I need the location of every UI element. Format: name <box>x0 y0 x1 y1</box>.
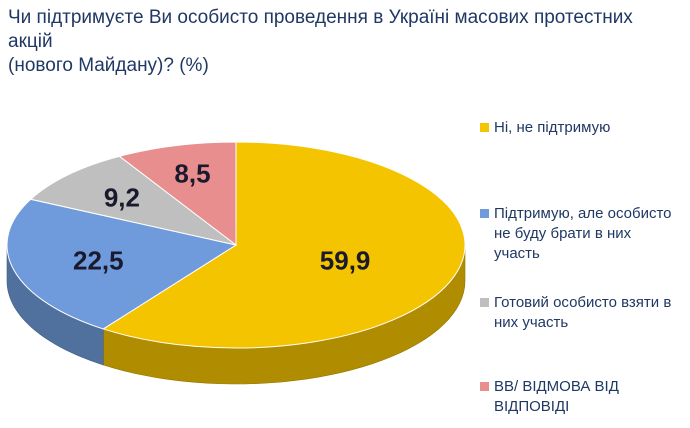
legend-label-dk-refusal-2: ВІДПОВІДІ <box>494 398 570 415</box>
legend-swatch-support-not-participate <box>480 209 489 218</box>
pie-slice-ready-to-participate <box>29 155 237 246</box>
legend-label-support-not-participate-1: Підтримую, але особисто <box>494 205 672 222</box>
legend-swatch-ready-to-participate <box>480 298 489 307</box>
legend-label-dk-refusal-1: ВВ/ ВІДМОВА ВІД <box>494 378 619 395</box>
pie-slice-support-not-participate <box>6 198 238 330</box>
legend-item-ready-to-participate: Готовий особисто взяти в них участь <box>480 293 685 333</box>
legend-label-ready-to-participate-2: них участь <box>494 314 569 331</box>
legend-item-no: Ні, не підтримую <box>480 118 685 138</box>
legend-item-dk-refusal: ВВ/ ВІДМОВА ВІД ВІДПОВІДІ <box>480 377 685 417</box>
chart-title-line-2: (нового Майдану)? (%) <box>8 55 209 76</box>
data-label-support-not-participate: 22,5 <box>73 246 124 276</box>
legend-swatch-no <box>480 123 489 132</box>
legend-swatch-dk-refusal <box>480 382 489 391</box>
pie-slice-no <box>102 141 466 349</box>
legend-label-no: Ні, не підтримую <box>494 119 611 136</box>
data-label-no: 59,9 <box>320 246 371 276</box>
legend-label-support-not-participate-2: не буду брати в них <box>494 225 632 242</box>
data-label-dk-refusal: 8,5 <box>174 159 210 189</box>
legend-item-support-not-participate: Підтримую, але особисто не буду брати в … <box>480 204 685 264</box>
legend-label-support-not-participate-3: участь <box>494 245 540 262</box>
data-label-ready-to-participate: 9,2 <box>104 182 140 212</box>
chart-title: Чи підтримуєте Ви особисто проведення в … <box>8 6 678 78</box>
chart-title-line-1: Чи підтримуєте Ви особисто проведення в … <box>8 7 633 52</box>
pie-slice-dk-refusal <box>118 141 237 247</box>
legend-label-ready-to-participate-1: Готовий особисто взяти в <box>494 294 672 311</box>
